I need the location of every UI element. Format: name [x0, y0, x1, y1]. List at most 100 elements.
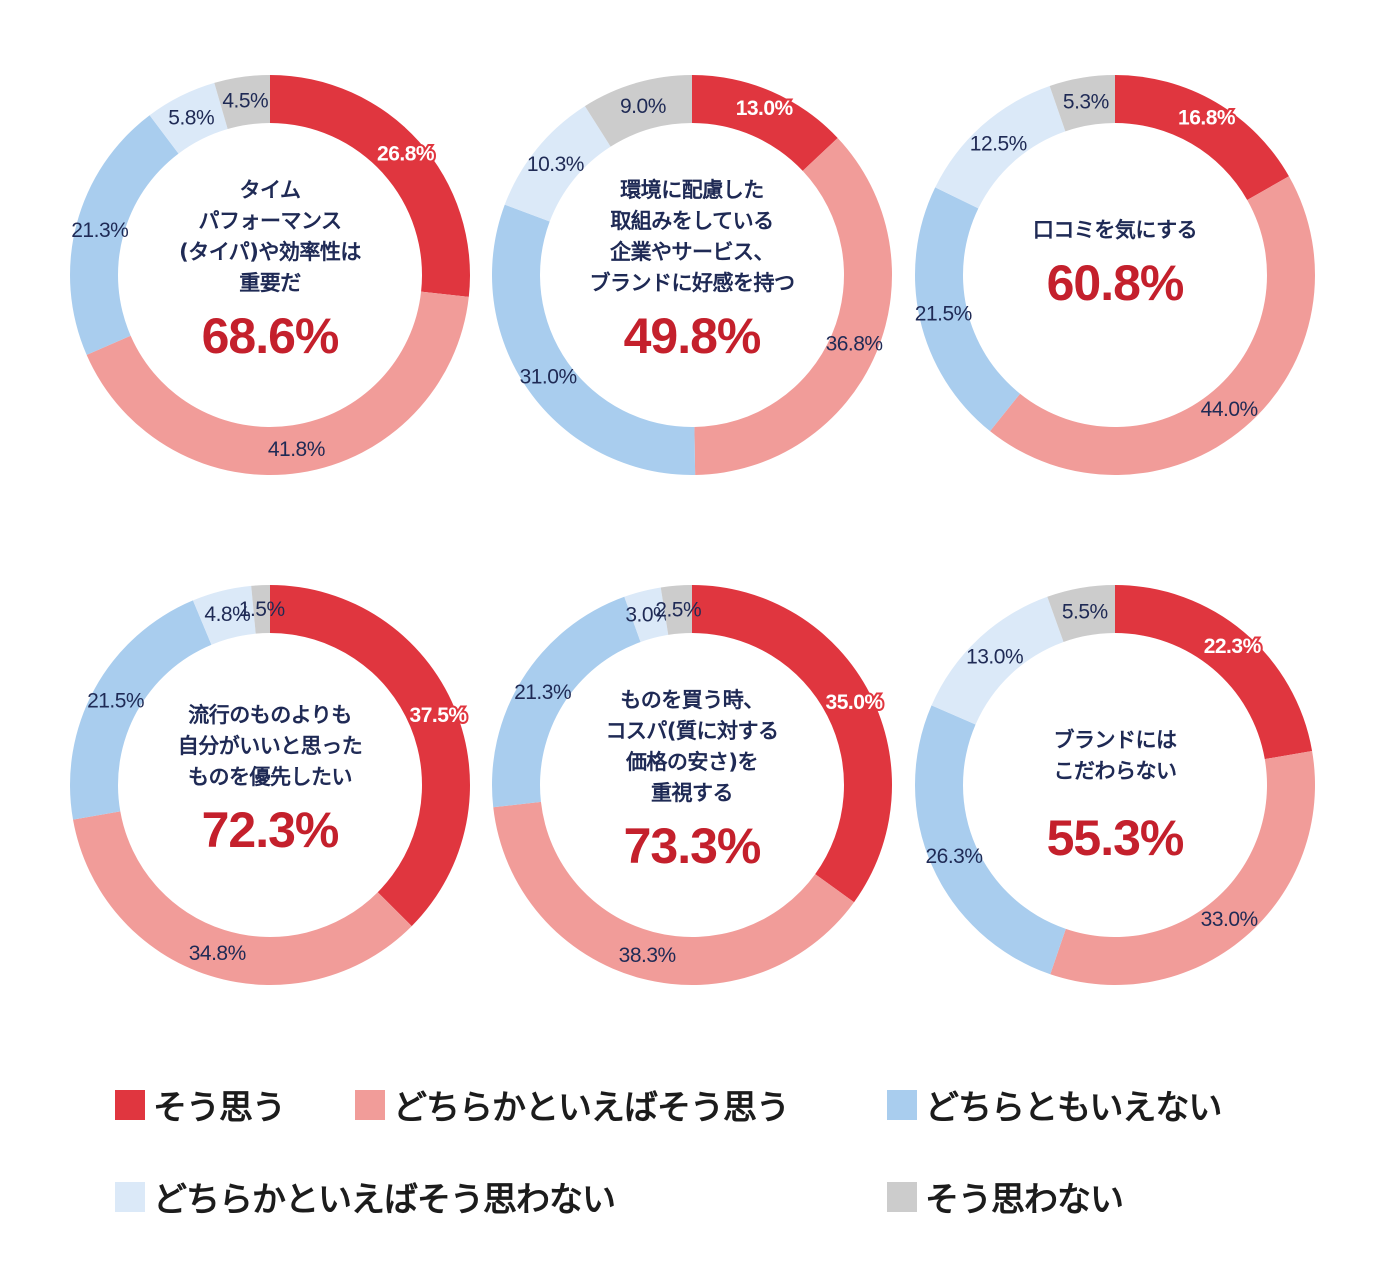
- slice-neutral: [491, 204, 696, 476]
- slice-neutral: [70, 115, 179, 355]
- slice-disagree: [1049, 75, 1115, 132]
- slice-somewhat-disagree: [931, 596, 1064, 725]
- slice-label-somewhat-agree: 33.0%: [1201, 908, 1258, 931]
- slice-somewhat-agree: [493, 801, 855, 985]
- slice-label-somewhat-disagree: 5.8%: [168, 107, 214, 130]
- slice-agree: [692, 75, 838, 171]
- slice-disagree: [584, 75, 692, 147]
- slice-somewhat-disagree: [935, 85, 1066, 209]
- slice-label-agree: 37.5%: [410, 704, 468, 727]
- slice-label-agree: 22.3%: [1204, 635, 1262, 658]
- slice-somewhat-disagree: [149, 82, 228, 154]
- slice-somewhat-agree: [73, 811, 412, 985]
- legend-swatch-neutral: [887, 1089, 917, 1120]
- slice-label-neutral: 26.3%: [925, 845, 982, 868]
- chart-title: ものを買う時、 コスパ(質に対する 価格の安さ)を 重視する: [605, 688, 779, 805]
- slice-label-somewhat-agree: 34.8%: [189, 942, 246, 965]
- chart-total-agree: 49.8%: [623, 308, 762, 364]
- slice-label-disagree: 2.5%: [655, 599, 701, 622]
- donut-svg: 22.3% 33.0% 26.3% 13.0% 5.5%: [915, 585, 1315, 985]
- slice-somewhat-disagree: [624, 587, 669, 642]
- donut-chart-3: 16.8% 44.0% 21.5% 12.5% 5.3% 口コミを気にする 60.8%: [905, 65, 1325, 485]
- chart-title: タイム パフォーマンス (タイパ)や効率性は 重要だ: [179, 178, 361, 295]
- slice-label-disagree: 5.5%: [1062, 601, 1108, 624]
- slice-neutral: [70, 600, 212, 820]
- legend-swatch-somewhat-agree: [355, 1089, 385, 1120]
- slice-label-neutral: 21.3%: [71, 219, 128, 242]
- chart-total-agree: 55.3%: [1046, 810, 1185, 866]
- legend-item-somewhat-agree: どちらかといえばそう思う: [355, 1080, 790, 1129]
- chart-total-agree: 68.6%: [201, 308, 340, 364]
- slice-somewhat-disagree: [192, 585, 256, 645]
- chart-center: ものを買う時、 コスパ(質に対する 価格の安さ)を 重視する 73.3%: [552, 685, 832, 875]
- legend-label-neutral: どちらともいえない: [925, 1088, 1222, 1128]
- slice-somewhat-agree: [86, 291, 469, 475]
- slice-label-agree: 16.8%: [1178, 107, 1236, 130]
- chart-center: 口コミを気にする 60.8%: [975, 215, 1255, 312]
- donut-svg: 35.0% 38.3% 21.3% 3.0%2.5%: [492, 585, 892, 985]
- slice-agree: [1115, 75, 1289, 200]
- donut-charts-grid: 26.8% 41.8% 21.3% 5.8% 4.5% タイム パフォーマンス (タイパ)…: [60, 65, 1325, 995]
- slice-label-neutral: 21.5%: [87, 690, 144, 713]
- slice-agree: [270, 585, 470, 927]
- donut-svg: 16.8% 44.0% 21.5% 12.5% 5.3%: [915, 75, 1315, 475]
- legend-label-somewhat-disagree: どちらかといえばそう思わない: [153, 1180, 616, 1220]
- slice-label-somewhat-disagree: 4.8%: [204, 603, 250, 626]
- legend-item-disagree: そう思わない: [887, 1172, 1124, 1221]
- slice-disagree: [660, 585, 692, 635]
- legend-swatch-somewhat-disagree: [115, 1181, 145, 1212]
- slice-label-disagree: 4.5%: [222, 90, 268, 113]
- chart-total-agree: 60.8%: [1046, 255, 1185, 311]
- slice-disagree: [214, 75, 270, 130]
- chart-title: 口コミを気にする: [1032, 218, 1198, 242]
- slice-disagree: [251, 585, 270, 634]
- legend-item-somewhat-disagree: どちらかといえばそう思わない: [115, 1172, 616, 1221]
- legend-swatch-disagree: [887, 1181, 917, 1212]
- slice-label-disagree: 5.3%: [1063, 90, 1109, 113]
- slice-label-somewhat-agree: 44.0%: [1201, 398, 1258, 421]
- slice-label-agree: 35.0%: [826, 691, 884, 714]
- legend: そう思う どちらかといえばそう思う どちらともいえない どちらかといえばそう思わ…: [115, 1080, 1315, 1250]
- slice-label-agree: 26.8%: [377, 143, 435, 166]
- slice-label-somewhat-disagree: 3.0%: [625, 604, 671, 627]
- legend-item-neutral: どちらともいえない: [887, 1080, 1222, 1129]
- slice-neutral: [915, 705, 1066, 975]
- chart-center: タイム パフォーマンス (タイパ)や効率性は 重要だ 68.6%: [130, 175, 410, 365]
- slice-label-neutral: 31.0%: [520, 365, 577, 388]
- donut-svg: 26.8% 41.8% 21.3% 5.8% 4.5%: [70, 75, 470, 475]
- legend-item-agree: そう思う: [115, 1080, 286, 1129]
- donut-chart-2: 13.0% 36.8% 31.0% 10.3% 9.0% 環境に配慮した 取組みをしている…: [482, 65, 902, 485]
- chart-center: 流行のものよりも 自分がいいと思った ものを優先したい 72.3%: [130, 700, 410, 859]
- chart-total-agree: 73.3%: [623, 818, 762, 874]
- legend-swatch-agree: [115, 1089, 145, 1120]
- slice-somewhat-agree: [694, 137, 892, 475]
- slice-label-somewhat-disagree: 10.3%: [527, 153, 584, 176]
- legend-label-disagree: そう思わない: [925, 1180, 1124, 1220]
- slice-label-disagree: 9.0%: [620, 95, 666, 118]
- donut-chart-5: 35.0% 38.3% 21.3% 3.0% 2.5% ものを買う時、 コスパ(質に対する…: [482, 575, 902, 995]
- donut-svg: 13.0% 36.8% 31.0% 10.3% 9.0%: [491, 75, 892, 476]
- slice-agree: [270, 75, 470, 297]
- slice-label-agree: 13.0%: [736, 97, 794, 120]
- slice-neutral: [492, 596, 641, 808]
- chart-title: 環境に配慮した 取組みをしている 企業やサービス、 ブランドに好感を持つ: [589, 178, 796, 295]
- legend-label-somewhat-agree: どちらかといえばそう思う: [393, 1088, 790, 1128]
- legend-label-agree: そう思う: [153, 1088, 286, 1128]
- chart-title: 流行のものよりも 自分がいいと思った ものを優先したい: [177, 703, 363, 789]
- slice-disagree: [1047, 585, 1115, 642]
- slice-agree: [692, 585, 892, 903]
- slice-label-neutral: 21.3%: [514, 681, 571, 704]
- slice-label-somewhat-agree: 36.8%: [826, 333, 883, 356]
- slice-label-somewhat-agree: 38.3%: [619, 944, 676, 967]
- donut-chart-6: 22.3% 33.0% 26.3% 13.0% 5.5% ブランドには こだわらない 55.…: [905, 575, 1325, 995]
- slice-neutral: [915, 187, 1021, 432]
- slice-label-somewhat-disagree: 12.5%: [970, 132, 1027, 155]
- chart-title: ブランドには こだわらない: [1053, 728, 1178, 783]
- chart-total-agree: 72.3%: [201, 802, 340, 858]
- slice-agree: [1115, 585, 1313, 760]
- slice-label-somewhat-disagree: 13.0%: [966, 646, 1023, 669]
- slice-label-somewhat-agree: 41.8%: [268, 438, 325, 461]
- slice-somewhat-disagree: [504, 106, 611, 222]
- donut-chart-1: 26.8% 41.8% 21.3% 5.8% 4.5% タイム パフォーマンス (タイパ)…: [60, 65, 480, 485]
- slice-label-neutral: 21.5%: [915, 303, 972, 326]
